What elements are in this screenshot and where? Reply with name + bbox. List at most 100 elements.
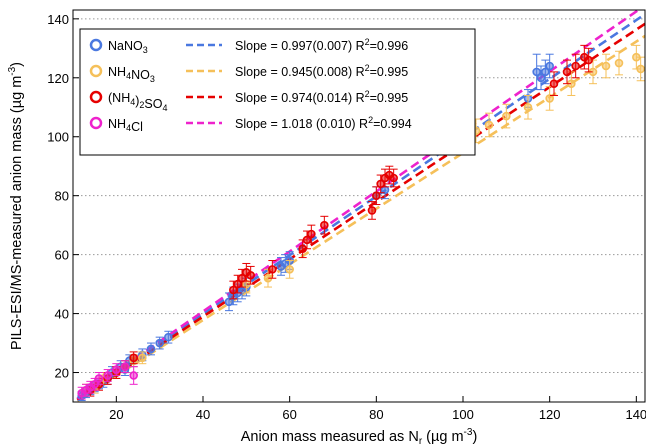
legend-label-part: NaNO <box>108 39 143 53</box>
x-axis-ticks: 20 40 60 80 100 120 140 <box>109 396 646 422</box>
legend: NaNO3 Slope = 0.997(0.007) R2=0.996NH4NO3… <box>79 28 476 156</box>
data-point <box>229 285 238 295</box>
x-tick-label-100: 100 <box>452 407 474 422</box>
legend-label-part: (NH <box>108 91 130 105</box>
data-point <box>532 67 541 77</box>
data-point <box>562 67 572 77</box>
legend-marker-0 <box>89 38 103 52</box>
data-point <box>536 73 546 83</box>
x-axis-label-main: Anion mass measured as N <box>241 429 419 445</box>
data-point <box>237 273 247 283</box>
r2-superscript: 2 <box>365 89 370 99</box>
r2-value: =0.996 <box>370 39 409 53</box>
legend-label-part: 4 <box>126 71 131 81</box>
x-tick-label-80: 80 <box>369 407 383 422</box>
data-point <box>376 179 385 189</box>
legend-label-2: (NH4)2SO4 <box>108 91 168 113</box>
data-point <box>571 61 580 71</box>
legend-label-part: 4 <box>162 103 167 113</box>
slope-text: Slope = 0.974(0.014) R <box>235 91 365 105</box>
data-point <box>545 94 554 103</box>
legend-label-part: NH <box>108 65 126 79</box>
data-point <box>484 120 494 130</box>
data-point <box>502 111 511 121</box>
legend-label-part: ) <box>135 94 139 108</box>
x-tick-label-120: 120 <box>539 407 561 422</box>
plot-frame <box>72 9 646 403</box>
legend-stats-3: Slope = 1.018 (0.010) R2=0.994 <box>235 115 412 131</box>
data-point <box>233 279 242 289</box>
y-tick-label-20: 20 <box>55 366 69 381</box>
data-point <box>164 332 173 342</box>
slope-text: Slope = 0.997(0.007) R <box>235 39 365 53</box>
legend-marker-3 <box>89 116 103 130</box>
data-point <box>120 362 130 371</box>
x-axis-label-unit: (µg m <box>422 429 463 445</box>
r2-value: =0.995 <box>370 91 409 105</box>
data-point <box>523 102 533 112</box>
y-tick-label-40: 40 <box>55 307 69 322</box>
data-point <box>129 371 138 380</box>
data-point <box>246 270 255 280</box>
legend-stats-0: Slope = 0.997(0.007) R2=0.996 <box>235 37 408 53</box>
legend-label-part: 3 <box>150 74 155 84</box>
data-point <box>146 344 156 354</box>
data-point <box>601 61 611 71</box>
data-point <box>94 374 104 383</box>
y-axis-label-sup: -3 <box>7 66 18 75</box>
legend-box <box>79 28 476 156</box>
data-point <box>112 365 121 374</box>
x-tick-label-20: 20 <box>109 407 123 422</box>
x-tick-label-40: 40 <box>196 407 210 422</box>
data-point <box>584 55 593 65</box>
y-tick-label-100: 100 <box>47 130 69 145</box>
y-axis-label-close: ) <box>9 62 25 67</box>
legend-label-part: NO <box>131 68 150 82</box>
x-axis-label-unit-sup: -3 <box>464 427 473 438</box>
data-point <box>549 79 559 88</box>
legend-label-1: NH4NO3 <box>108 65 155 84</box>
x-tick-label-60: 60 <box>282 407 296 422</box>
x-axis-label: Anion mass measured as Nr (µg m-3) <box>241 427 478 445</box>
x-axis-label-close: ) <box>472 429 477 445</box>
legend-label-part: 2 <box>139 100 144 110</box>
x-tick-label-140: 140 <box>625 407 646 422</box>
y-tick-label-60: 60 <box>55 248 69 263</box>
y-tick-label-120: 120 <box>47 71 69 86</box>
data-point <box>129 353 138 363</box>
data-point <box>307 229 316 239</box>
y-axis-label: PILS-ESI/MS-measured anion mass (µg m-3) <box>7 62 25 350</box>
legend-stats-2: Slope = 0.974(0.014) R2=0.995 <box>235 89 408 105</box>
y-axis-ticks: 20 40 60 80 100 120 140 <box>47 12 79 381</box>
legend-label-part: 3 <box>143 45 148 55</box>
r2-superscript: 2 <box>368 115 373 125</box>
legend-label-part: 4 <box>130 97 135 107</box>
data-point <box>636 64 645 74</box>
legend-label-0: NaNO3 <box>108 39 148 55</box>
x-axis-label-sub: r <box>419 436 423 445</box>
r2-value: =0.994 <box>373 117 412 131</box>
y-tick-label-140: 140 <box>47 12 69 27</box>
data-point <box>103 371 112 380</box>
legend-label-3: NH4Cl <box>108 117 143 134</box>
data-point <box>285 265 294 274</box>
data-point <box>545 61 554 71</box>
legend-label-part: NH <box>108 117 126 131</box>
data-point <box>320 220 329 230</box>
r2-superscript: 2 <box>365 37 370 47</box>
y-axis-label-main: PILS-ESI/MS-measured anion mass (µg m <box>9 76 25 350</box>
data-point <box>372 191 381 200</box>
legend-marker-1 <box>89 64 103 78</box>
r2-value: =0.995 <box>370 65 409 79</box>
slope-text: Slope = 1.018 (0.010) R <box>235 117 368 131</box>
data-point <box>367 206 377 215</box>
data-point <box>138 353 147 363</box>
data-point <box>224 297 234 307</box>
data-point <box>541 67 550 77</box>
data-point <box>614 58 624 68</box>
slope-text: Slope = 0.945(0.008) R <box>235 65 365 79</box>
legend-label-part: SO <box>144 97 162 111</box>
data-point <box>268 265 277 274</box>
data-point <box>389 173 398 183</box>
